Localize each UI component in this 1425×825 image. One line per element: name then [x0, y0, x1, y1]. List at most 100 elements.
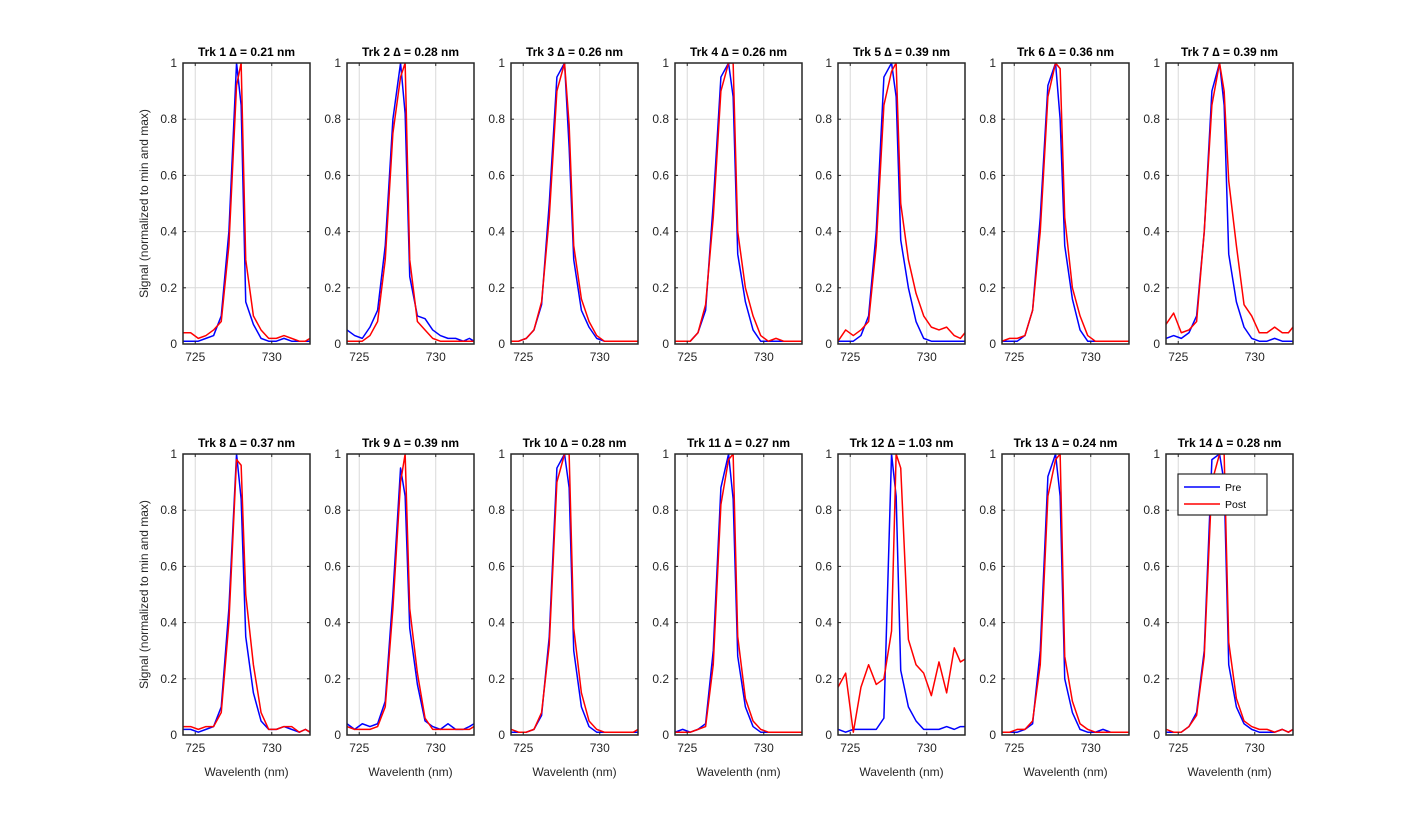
y-tick-label: 0: [1153, 337, 1160, 351]
series-line-post: [511, 454, 638, 733]
axes-box: [182, 453, 311, 736]
series-group: [675, 63, 802, 342]
series-group: [1166, 63, 1293, 342]
legend-label-post: Post: [1225, 499, 1246, 511]
y-tick-label: 0: [1153, 728, 1160, 742]
series-line-post: [675, 454, 802, 733]
y-tick-label: 0.6: [488, 168, 505, 182]
series-group: [183, 454, 310, 733]
y-tick-label: 0: [170, 337, 177, 351]
series-group: [1166, 454, 1293, 733]
y-axis-label: Signal (normalized to min and max): [137, 109, 151, 298]
subplot-11: 725 730 0 0.2 0.4 0.6 0.8 1 Trk 11 ∆ = 0.27 nm Wa…: [652, 436, 803, 779]
axes-box: [674, 453, 803, 736]
series-line-post: [1002, 454, 1129, 733]
y-tick-label: 0.6: [815, 559, 832, 573]
x-tick-label: 730: [1245, 741, 1265, 755]
subplot-10: 725 730 0 0.2 0.4 0.6 0.8 1 Trk 10 ∆ = 0.28 nm Wa…: [488, 436, 639, 779]
y-tick-label: 0.8: [160, 503, 177, 517]
x-tick-label: 730: [590, 741, 610, 755]
y-tick-label: 0.6: [160, 168, 177, 182]
y-tick-label: 1: [170, 56, 177, 70]
x-axis-label: Wavelenth (nm): [859, 765, 943, 779]
y-tick-label: 0.8: [815, 503, 832, 517]
series-line-post: [675, 63, 802, 342]
axes-box: [182, 62, 311, 345]
y-tick-label: 0.4: [652, 616, 669, 630]
x-tick-label: 730: [1081, 350, 1101, 364]
subplot-2: 725 730 0 0.2 0.4 0.6 0.8 1 Trk 2 ∆ = 0.28 nm: [324, 45, 475, 364]
x-tick-label: 725: [1168, 741, 1188, 755]
y-tick-label: 0.4: [488, 225, 505, 239]
x-tick-label: 725: [677, 350, 697, 364]
y-tick-label: 0.2: [1143, 281, 1160, 295]
x-tick-label: 725: [185, 741, 205, 755]
x-axis-label: Wavelenth (nm): [1187, 765, 1271, 779]
series-line-post: [347, 454, 474, 731]
x-tick-label: 725: [840, 350, 860, 364]
subplot-title: Trk 5 ∆ = 0.39 nm: [853, 45, 950, 59]
y-tick-label: 0: [498, 728, 505, 742]
y-tick-label: 0: [498, 337, 505, 351]
y-tick-label: 1: [1153, 447, 1160, 461]
series-line-post: [511, 63, 638, 342]
subplot-14: 725 730 0 0.2 0.4 0.6 0.8 1 Trk 14 ∆ = 0.28 nm Wa…: [1143, 436, 1294, 779]
plot-area: [347, 454, 474, 735]
y-tick-label: 1: [334, 447, 341, 461]
y-tick-label: 1: [825, 56, 832, 70]
series-group: [347, 63, 474, 342]
plot-area: [1002, 454, 1129, 735]
x-tick-label: 730: [1245, 350, 1265, 364]
y-tick-label: 0.2: [160, 281, 177, 295]
subplot-title: Trk 6 ∆ = 0.36 nm: [1017, 45, 1114, 59]
x-axis-label: Wavelenth (nm): [368, 765, 452, 779]
axes-box: [1001, 62, 1130, 345]
y-tick-label: 0.2: [1143, 672, 1160, 686]
x-tick-label: 730: [917, 350, 937, 364]
x-axis-label: Wavelenth (nm): [696, 765, 780, 779]
series-group: [347, 454, 474, 731]
plot-area: [1002, 63, 1129, 344]
plot-area: [347, 63, 474, 344]
y-tick-label: 0.8: [652, 503, 669, 517]
y-tick-label: 0.6: [815, 168, 832, 182]
x-tick-label: 730: [917, 741, 937, 755]
x-tick-label: 725: [1004, 741, 1024, 755]
subplot-title: Trk 4 ∆ = 0.26 nm: [690, 45, 787, 59]
series-group: [511, 63, 638, 342]
axes-box: [510, 453, 639, 736]
x-tick-label: 725: [677, 741, 697, 755]
axes-box: [1001, 453, 1130, 736]
y-tick-label: 0: [825, 728, 832, 742]
x-tick-label: 725: [513, 350, 533, 364]
plot-area: [838, 63, 965, 344]
y-tick-label: 0.8: [324, 112, 341, 126]
series-line-post: [183, 63, 310, 342]
y-tick-label: 0: [334, 337, 341, 351]
y-axis-label: Signal (normalized to min and max): [137, 500, 151, 689]
x-tick-label: 725: [185, 350, 205, 364]
y-tick-label: 0.8: [1143, 112, 1160, 126]
series-line-post: [838, 63, 965, 342]
subplot-title: Trk 12 ∆ = 1.03 nm: [850, 436, 954, 450]
y-tick-label: 0.4: [652, 225, 669, 239]
y-tick-label: 1: [989, 56, 996, 70]
x-tick-label: 730: [426, 741, 446, 755]
series-line-pre: [183, 63, 310, 342]
series-line-post: [1166, 454, 1293, 733]
subplot-8: 725 730 0 0.2 0.4 0.6 0.8 1 Trk 8 ∆ = 0.37 nm Wav…: [137, 436, 311, 779]
legend-label-pre: Pre: [1225, 482, 1242, 494]
subplot-title: Trk 9 ∆ = 0.39 nm: [362, 436, 459, 450]
x-axis-label: Wavelenth (nm): [204, 765, 288, 779]
series-line-post: [183, 458, 310, 733]
y-tick-label: 0.6: [1143, 168, 1160, 182]
y-tick-label: 1: [825, 447, 832, 461]
series-group: [838, 454, 965, 733]
plot-area: [675, 63, 802, 344]
axes-box: [510, 62, 639, 345]
series-line-post: [1002, 63, 1129, 342]
y-tick-label: 0.6: [979, 168, 996, 182]
series-group: [675, 454, 802, 733]
subplot-6: 725 730 0 0.2 0.4 0.6 0.8 1 Trk 6 ∆ = 0.36 nm: [979, 45, 1130, 364]
series-line-post: [1166, 63, 1293, 334]
